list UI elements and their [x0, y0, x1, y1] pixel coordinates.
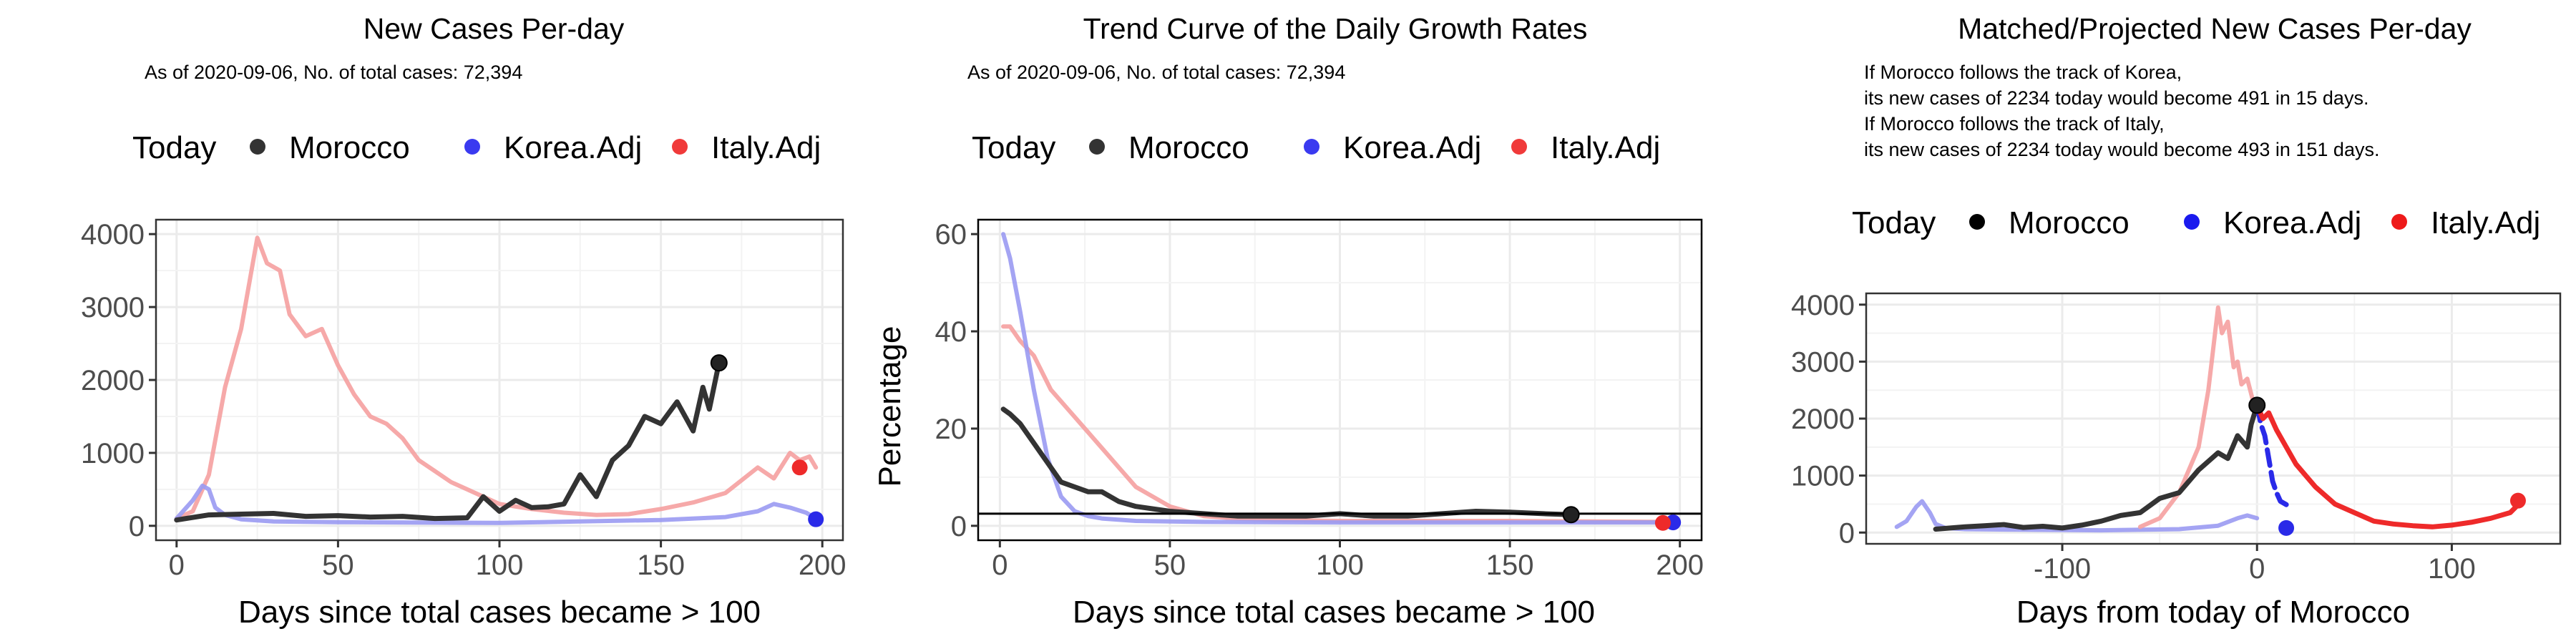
series-line-italy-adj-past: [2137, 305, 2260, 530]
x-tick-label: 150: [637, 550, 685, 581]
y-tick-label: 20: [935, 414, 967, 445]
panel-projected: Matched/Projected New Cases Per-day If M…: [1791, 12, 2562, 630]
today-point-morocco: [2248, 396, 2266, 414]
annotation-line: its new cases of 2234 today would become…: [1864, 139, 2379, 160]
legend-title: Today: [1852, 205, 1936, 240]
legend-label-italy-adj: Italy.Adj: [1551, 130, 1660, 165]
series-line-korea-adj: [1001, 232, 1676, 525]
x-tick-label: 0: [169, 550, 185, 581]
today-point-italy-adj: [2509, 492, 2526, 509]
y-tick-label: 4000: [81, 219, 145, 250]
grid: [978, 220, 1702, 540]
x-axis-label: Days since total cases became > 100: [238, 595, 761, 630]
panel-new-cases: New Cases Per-day As of 2020-09-06, No. …: [81, 12, 847, 630]
series-line-korea-adj: [174, 483, 819, 525]
legend: Today Morocco Korea.Adj Italy.Adj: [1852, 205, 2540, 240]
legend-label-italy-adj: Italy.Adj: [711, 130, 821, 165]
grid: [1866, 293, 2560, 544]
y-tick-label: 40: [935, 316, 967, 348]
axis-ticks: 0 50 100 150 200 0 20 40 60: [935, 219, 1704, 581]
y-tick-label: 4000: [1791, 290, 1855, 321]
y-tick-label: 0: [129, 511, 145, 542]
today-point-korea-adj: [2278, 519, 2295, 536]
series-line-italy-adj-projected: [2254, 402, 2523, 530]
today-point-italy-adj: [1654, 514, 1671, 531]
x-tick-label: 200: [799, 550, 847, 581]
y-tick-label: 2000: [1791, 404, 1855, 435]
legend-key-korea-adj: [464, 139, 480, 155]
today-point-morocco: [710, 354, 728, 372]
y-tick-label: 0: [1839, 517, 1855, 549]
x-tick-label: 50: [322, 550, 354, 581]
legend-label-morocco: Morocco: [1128, 130, 1249, 165]
x-tick-label: 100: [476, 550, 524, 581]
x-tick-label: 150: [1486, 550, 1534, 581]
legend: Today Morocco Korea.Adj Italy.Adj: [132, 130, 821, 165]
series-lines: [1894, 305, 2523, 533]
y-axis-label: Percentage: [872, 326, 907, 487]
chart-subtitle: As of 2020-09-06, No. of total cases: 72…: [145, 62, 522, 83]
y-tick-label: 1000: [81, 438, 145, 469]
legend: Today Morocco Korea.Adj Italy.Adj: [972, 130, 1660, 165]
x-axis-label: Days since total cases became > 100: [1073, 595, 1595, 630]
y-tick-label: 3000: [1791, 346, 1855, 378]
legend-label-korea-adj: Korea.Adj: [2223, 205, 2361, 240]
legend-key-korea-adj: [2184, 214, 2200, 230]
legend-key-morocco: [1089, 139, 1105, 155]
series-line-morocco: [1933, 402, 2260, 532]
legend-label-italy-adj: Italy.Adj: [2431, 205, 2540, 240]
y-tick-label: 1000: [1791, 461, 1855, 492]
legend-label-korea-adj: Korea.Adj: [504, 130, 642, 165]
series-line-korea-adj-projected: [2254, 402, 2289, 507]
x-axis-label: Days from today of Morocco: [2016, 595, 2410, 630]
y-tick-label: 3000: [81, 292, 145, 323]
x-tick-label: -100: [2034, 553, 2091, 585]
legend-key-korea-adj: [1304, 139, 1319, 155]
x-tick-label: 0: [2249, 553, 2265, 585]
chart-title: Matched/Projected New Cases Per-day: [1958, 12, 2472, 45]
x-tick-label: 100: [2428, 553, 2476, 585]
legend-label-morocco: Morocco: [289, 130, 410, 165]
series-lines: [174, 235, 819, 525]
legend-label-korea-adj: Korea.Adj: [1343, 130, 1481, 165]
legend-key-morocco: [250, 139, 265, 155]
series-line-morocco: [1000, 406, 1574, 519]
today-point-korea-adj: [808, 511, 824, 527]
chart-title: New Cases Per-day: [364, 12, 625, 45]
x-tick-label: 100: [1316, 550, 1364, 581]
grid: [156, 220, 843, 540]
legend-key-italy-adj: [1511, 139, 1527, 155]
today-point-italy-adj: [791, 459, 808, 476]
legend-key-italy-adj: [672, 139, 688, 155]
annotation-line: its new cases of 2234 today would become…: [1864, 87, 2368, 109]
panel-growth-rates: Trend Curve of the Daily Growth Rates As…: [872, 12, 1704, 630]
x-tick-label: 200: [1656, 550, 1704, 581]
chart-subtitle: As of 2020-09-06, No. of total cases: 72…: [967, 62, 1345, 83]
x-tick-label: 0: [992, 550, 1008, 581]
legend-key-morocco: [1969, 214, 1985, 230]
chart-title: Trend Curve of the Daily Growth Rates: [1083, 12, 1588, 45]
series-line-morocco: [174, 360, 722, 523]
series-line-italy-adj: [174, 235, 819, 521]
annotation-line: If Morocco follows the track of Italy,: [1864, 113, 2165, 135]
legend-key-italy-adj: [2391, 214, 2407, 230]
y-tick-label: 0: [951, 511, 967, 542]
legend-title: Today: [972, 130, 1055, 165]
today-point-morocco: [1562, 506, 1580, 524]
x-tick-label: 50: [1154, 550, 1186, 581]
y-tick-label: 60: [935, 219, 967, 250]
legend-title: Today: [132, 130, 216, 165]
series-lines: [1000, 232, 1676, 525]
legend-label-morocco: Morocco: [2009, 205, 2129, 240]
annotation-line: If Morocco follows the track of Korea,: [1864, 62, 2182, 83]
y-tick-label: 2000: [81, 365, 145, 396]
